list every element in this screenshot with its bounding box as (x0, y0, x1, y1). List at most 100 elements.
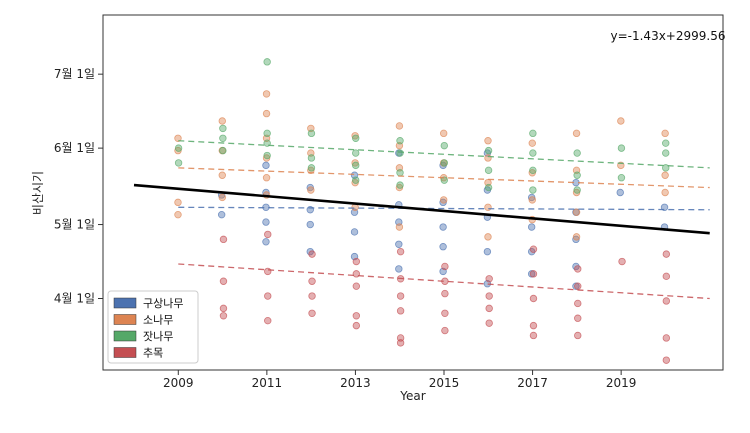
data-point (662, 149, 670, 157)
data-point (219, 235, 228, 244)
data-point (485, 292, 493, 300)
plot-frame (102, 14, 724, 371)
data-point (219, 146, 227, 155)
data-point (617, 117, 625, 125)
data-point (484, 183, 493, 192)
data-point (484, 233, 492, 241)
data-point (396, 149, 404, 157)
legend-swatch-4 (113, 347, 137, 358)
points-layer (174, 58, 671, 364)
legend-label-2: 소나무 (143, 314, 173, 327)
data-point (352, 149, 360, 157)
data-point (262, 161, 270, 170)
data-point (174, 198, 182, 207)
legend-label-4: 추목 (143, 347, 163, 360)
data-point (395, 265, 403, 273)
x-axis-label: Year (399, 389, 425, 403)
data-point (484, 154, 492, 162)
data-point (307, 154, 316, 162)
data-point (218, 117, 226, 125)
data-point (484, 137, 492, 145)
data-point (662, 164, 670, 172)
data-point (439, 243, 447, 251)
data-point (529, 270, 538, 278)
data-point (662, 334, 671, 342)
y-tick-label: 4월 1일 (54, 292, 95, 306)
data-point (264, 292, 272, 300)
trend-equation: y=-1.43x+2999.56 (611, 29, 726, 43)
data-point (263, 129, 271, 138)
data-point (440, 176, 448, 184)
data-point (618, 257, 626, 266)
data-point (441, 326, 449, 335)
data-point (574, 331, 582, 340)
data-point (440, 196, 448, 204)
data-point (485, 275, 493, 283)
data-point (441, 289, 449, 298)
data-point (484, 166, 493, 175)
x-tick-label: 2019 (606, 376, 637, 390)
data-point (352, 257, 361, 266)
data-point (529, 294, 538, 303)
data-point (219, 134, 227, 142)
series-trend-line-1 (178, 206, 710, 211)
data-point (219, 277, 228, 285)
data-point (527, 270, 536, 278)
data-point (352, 282, 361, 290)
data-point (441, 309, 449, 317)
data-point (219, 312, 228, 320)
y-tick-label: 6월 1일 (54, 141, 95, 155)
data-point (529, 166, 537, 175)
data-point (441, 262, 449, 271)
data-point (527, 223, 536, 231)
data-point (440, 129, 448, 138)
data-point (307, 129, 316, 138)
data-point (174, 144, 183, 152)
data-point (485, 304, 493, 313)
data-point (529, 321, 538, 330)
data-point (573, 149, 581, 157)
data-point (308, 277, 316, 285)
data-point (529, 129, 537, 138)
data-point (396, 181, 404, 189)
data-point (572, 233, 581, 241)
x-tick-label: 2015 (429, 376, 460, 390)
data-point (352, 134, 360, 142)
data-point (308, 309, 316, 317)
data-point (218, 193, 226, 202)
data-point (395, 240, 403, 248)
data-point (219, 304, 228, 313)
data-point (662, 250, 671, 258)
data-point (262, 109, 271, 118)
series-trend-line-3 (178, 140, 710, 169)
data-point (662, 356, 671, 364)
data-point (572, 208, 581, 216)
data-point (529, 186, 537, 194)
data-point (484, 146, 493, 155)
series-points-4 (219, 230, 671, 364)
data-point (395, 223, 404, 231)
data-point (572, 129, 581, 138)
data-point (174, 210, 182, 219)
data-point (352, 161, 360, 170)
data-point (440, 141, 448, 150)
data-point (306, 220, 314, 229)
data-point (264, 267, 272, 276)
data-point (440, 159, 448, 167)
data-point (573, 186, 581, 194)
x-tick-label: 2009 (163, 376, 194, 390)
ticks-layer: 2009 2011 2013 2015 2017 2019 4월 1일 5월 1일 6월 1일 7… (54, 67, 637, 390)
data-point (574, 282, 582, 290)
data-point (396, 307, 405, 315)
data-point (352, 321, 361, 330)
data-point (529, 245, 538, 253)
data-point (174, 159, 183, 167)
data-point (219, 124, 227, 133)
y-axis-label: 비산시기 (31, 171, 45, 215)
data-point (352, 312, 361, 320)
data-point (529, 331, 538, 340)
data-point (485, 319, 493, 327)
trends-layer (133, 140, 710, 300)
data-point (528, 196, 536, 204)
